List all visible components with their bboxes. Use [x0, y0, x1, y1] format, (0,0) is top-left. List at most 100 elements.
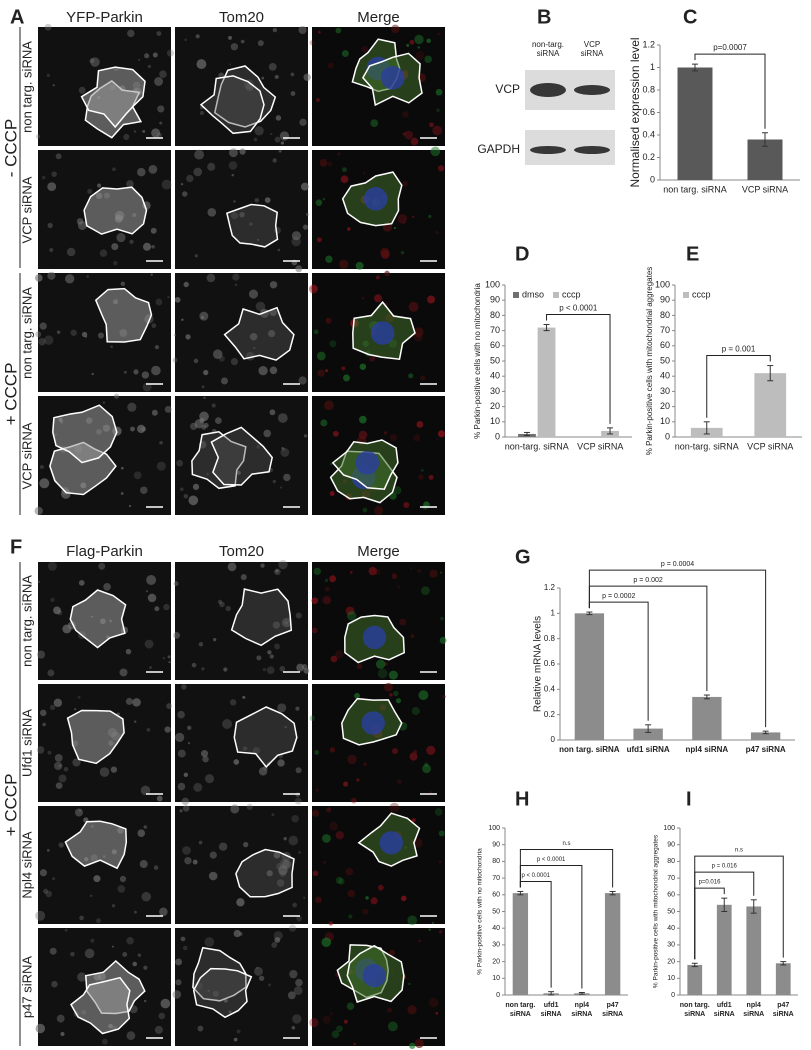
speckle	[86, 275, 90, 278]
y-tick-label: 0.2	[642, 152, 655, 162]
speckle	[268, 62, 277, 71]
speckle	[35, 910, 46, 921]
speckle	[409, 567, 412, 570]
speckle	[179, 809, 183, 813]
band-label: VCP	[495, 82, 520, 96]
bar	[746, 906, 762, 995]
speckle	[274, 136, 281, 143]
speckle	[156, 31, 162, 36]
speckle	[291, 231, 301, 241]
x-tick-label: p47 siRNA	[746, 745, 786, 754]
error-bar	[721, 897, 728, 912]
speckle	[311, 284, 318, 292]
speckle	[120, 492, 124, 495]
speckle	[192, 483, 200, 490]
speckle	[110, 766, 118, 773]
speckle	[283, 473, 291, 482]
micrograph	[172, 273, 308, 392]
speckle	[321, 937, 332, 948]
speckle	[111, 243, 119, 251]
speckle	[329, 491, 335, 497]
speckle	[295, 767, 302, 774]
speckle	[330, 655, 338, 663]
panel-label: I	[686, 788, 692, 810]
speckle	[147, 593, 157, 603]
speckle	[292, 902, 297, 908]
speckle	[177, 749, 186, 758]
cell-outline	[191, 431, 247, 490]
speckle	[99, 767, 110, 777]
speckle	[213, 637, 217, 642]
speckle	[78, 809, 82, 812]
speckle	[324, 400, 334, 411]
speckle	[312, 870, 319, 877]
speckle	[228, 35, 232, 40]
y-tick-label: 0.8	[642, 84, 655, 94]
y-tick-label: 0	[665, 431, 670, 441]
speckle	[413, 749, 418, 755]
speckle	[98, 562, 106, 570]
speckle	[196, 59, 207, 70]
speckle	[374, 294, 383, 303]
x-tick-label: ufd1 siRNA	[714, 1002, 735, 1018]
speckle	[36, 746, 45, 754]
y-tick-label: 30	[660, 386, 670, 396]
cell-fill	[65, 821, 127, 869]
speckle	[393, 226, 396, 230]
y-tick-label: 10	[660, 416, 670, 426]
speckle	[129, 239, 134, 245]
speckle	[293, 986, 303, 995]
image-background	[175, 684, 308, 802]
y-tick-label: 20	[667, 958, 675, 965]
speckle	[126, 1031, 136, 1041]
speckle	[97, 332, 105, 339]
speckle	[233, 200, 236, 203]
speckle	[156, 795, 163, 802]
condition-label: + CCCP	[1, 774, 20, 837]
speckle	[183, 281, 189, 288]
speckle	[329, 1012, 334, 1016]
speckle	[298, 376, 307, 385]
y-tick-label: 80	[660, 310, 670, 320]
speckle	[134, 910, 137, 914]
speckle	[391, 573, 398, 580]
speckle	[182, 945, 188, 951]
image-background	[175, 150, 308, 269]
speckle	[144, 639, 154, 649]
speckle	[413, 327, 424, 338]
speckle	[184, 38, 188, 42]
speckle	[208, 871, 218, 881]
speckle	[39, 709, 47, 717]
speckle	[203, 422, 209, 428]
cell-fill	[231, 589, 292, 646]
speckle	[77, 972, 87, 982]
speckle	[281, 447, 284, 450]
y-tick-label: 0.6	[642, 107, 655, 117]
y-tick-label: 20	[490, 401, 500, 411]
speckle	[428, 214, 432, 219]
x-tick-label: p47 siRNA	[773, 1002, 794, 1018]
speckle	[74, 808, 83, 817]
speckle	[274, 643, 280, 650]
speckle	[194, 254, 198, 258]
row-label: non targ. siRNA	[19, 575, 34, 667]
cell-outline	[94, 287, 153, 343]
y-tick-label: 50	[492, 908, 500, 915]
y-tick-label: 50	[667, 908, 675, 915]
cell-outline	[210, 426, 274, 486]
error-bar	[609, 890, 616, 896]
y-tick-label: 40	[660, 371, 670, 381]
speckle	[159, 121, 163, 125]
speckle	[159, 440, 163, 445]
speckle	[422, 764, 431, 774]
speckle	[295, 612, 302, 619]
bar	[692, 696, 722, 740]
y-tick-label: 100	[488, 825, 500, 832]
speckle	[411, 215, 415, 218]
speckle	[429, 122, 434, 128]
speckle	[141, 371, 150, 379]
speckle	[133, 130, 137, 133]
speckle	[149, 666, 152, 669]
panel-label: E	[686, 243, 699, 265]
speckle	[409, 1042, 416, 1049]
